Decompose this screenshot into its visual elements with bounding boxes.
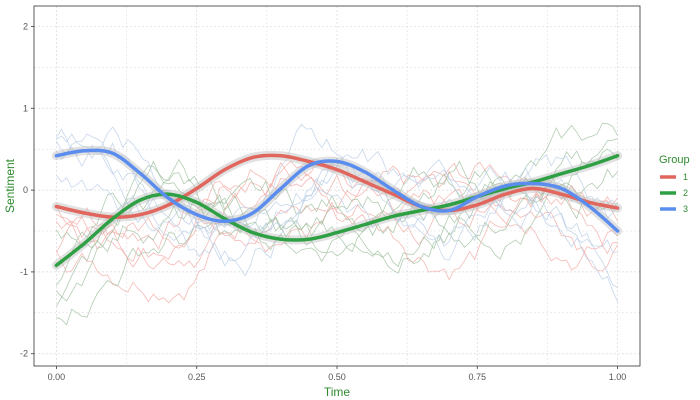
x-axis-ticks: 0.00 0.25 0.50 0.75 1.00: [48, 366, 627, 382]
y-tick-label: 2: [23, 21, 28, 31]
legend: Group 1 2 3: [659, 154, 690, 214]
y-tick-label: -2: [20, 349, 28, 359]
legend-label-group-1: 1: [683, 172, 688, 182]
trajectory-group-2: [56, 166, 618, 326]
trajectory-group-3: [56, 126, 618, 254]
legend-label-group-3: 3: [683, 204, 688, 214]
y-tick-label: -1: [20, 267, 28, 277]
trajectory-group-3: [56, 148, 618, 262]
y-tick-label: 1: [23, 103, 28, 113]
x-tick-label: 0.50: [328, 372, 346, 382]
x-tick-label: 0.75: [469, 372, 487, 382]
x-tick-label: 0.25: [188, 372, 206, 382]
y-axis-title: Sentiment: [3, 158, 17, 213]
y-axis-ticks: -2 -1 0 1 2: [20, 21, 34, 359]
trajectory-group-2: [56, 138, 618, 286]
trajectory-group-1: [56, 160, 618, 272]
line-group-3: [54, 148, 620, 233]
series-lines: [54, 148, 620, 268]
trajectory-group-1: [56, 192, 618, 281]
legend-label-group-2: 2: [683, 188, 688, 198]
x-tick-label: 0.00: [48, 372, 66, 382]
legend-items: 1 2 3: [660, 172, 688, 214]
trajectory-group-1: [56, 162, 618, 271]
trajectory-group-3: [56, 141, 618, 288]
trajectory-group-2: [56, 148, 618, 302]
y-tick-label: 0: [23, 185, 28, 195]
legend-title: Group: [659, 154, 690, 166]
x-axis-title: Time: [324, 385, 351, 399]
line-group-1: [54, 153, 620, 219]
grid-lines: [34, 6, 640, 366]
x-tick-label: 1.00: [609, 372, 627, 382]
